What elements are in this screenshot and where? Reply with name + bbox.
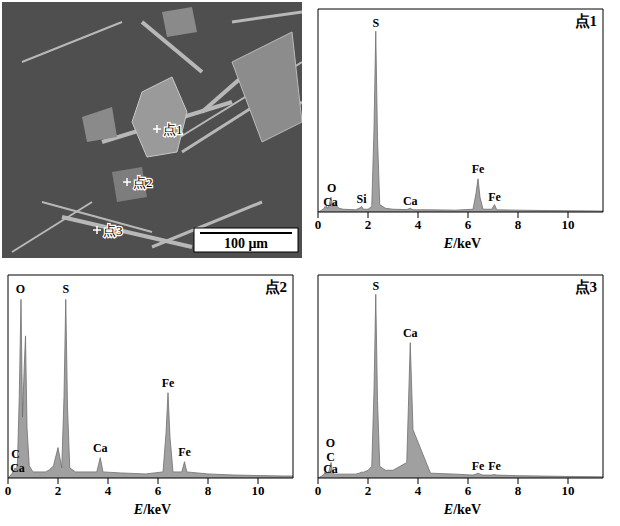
svg-text:C: C bbox=[11, 447, 20, 461]
html-text:点2: 点2 bbox=[264, 279, 287, 295]
svg-text:Ca: Ca bbox=[93, 441, 108, 455]
svg-text:Ca: Ca bbox=[323, 462, 338, 476]
svg-text:点2: 点2 bbox=[133, 175, 153, 190]
svg-text:2: 2 bbox=[365, 217, 372, 232]
svg-text:O: O bbox=[327, 181, 336, 195]
svg-text:Ca: Ca bbox=[323, 195, 338, 209]
svg-text:2: 2 bbox=[55, 483, 62, 498]
svg-text:Fe: Fe bbox=[178, 445, 191, 459]
svg-text:O: O bbox=[326, 436, 335, 450]
svg-text:Fe: Fe bbox=[162, 376, 175, 390]
svg-text:4: 4 bbox=[415, 483, 422, 498]
svg-text:6: 6 bbox=[465, 483, 472, 498]
svg-text:点3: 点3 bbox=[103, 223, 123, 238]
svg-text:S: S bbox=[372, 16, 379, 30]
svg-text:8: 8 bbox=[515, 483, 522, 498]
html-text:E /keV: E /keV bbox=[443, 502, 482, 517]
svg-text:Fe: Fe bbox=[488, 459, 501, 473]
svg-text:Ca: Ca bbox=[403, 194, 418, 208]
svg-text:8: 8 bbox=[205, 483, 212, 498]
svg-text:0: 0 bbox=[5, 483, 12, 498]
svg-text:Fe: Fe bbox=[488, 190, 501, 204]
svg-text:100 μm: 100 μm bbox=[224, 236, 268, 251]
svg-text:Si: Si bbox=[356, 192, 367, 206]
svg-text:6: 6 bbox=[155, 483, 162, 498]
html-text:E /keV: E /keV bbox=[133, 502, 172, 517]
svg-text:S: S bbox=[372, 279, 379, 293]
svg-text:6: 6 bbox=[465, 217, 472, 232]
svg-text:S: S bbox=[62, 282, 69, 296]
svg-text:0: 0 bbox=[315, 483, 322, 498]
svg-text:4: 4 bbox=[105, 483, 112, 498]
svg-text:10: 10 bbox=[562, 483, 575, 498]
svg-text:0: 0 bbox=[315, 217, 322, 232]
svg-text:10: 10 bbox=[562, 217, 575, 232]
svg-text:Fe: Fe bbox=[472, 459, 485, 473]
svg-text:4: 4 bbox=[415, 217, 422, 232]
svg-text:Ca: Ca bbox=[403, 326, 418, 340]
svg-text:2: 2 bbox=[365, 483, 372, 498]
html-text:点3: 点3 bbox=[574, 279, 597, 295]
svg-text:C: C bbox=[326, 449, 335, 464]
svg-text:O: O bbox=[16, 282, 25, 296]
html-text:点1: 点1 bbox=[574, 13, 597, 29]
svg-text:Fe: Fe bbox=[472, 162, 485, 176]
svg-text:8: 8 bbox=[515, 217, 522, 232]
svg-text:Ca: Ca bbox=[10, 461, 25, 475]
svg-text:10: 10 bbox=[252, 483, 265, 498]
svg-text:点1: 点1 bbox=[163, 122, 183, 137]
html-text:E /keV: E /keV bbox=[443, 236, 482, 251]
